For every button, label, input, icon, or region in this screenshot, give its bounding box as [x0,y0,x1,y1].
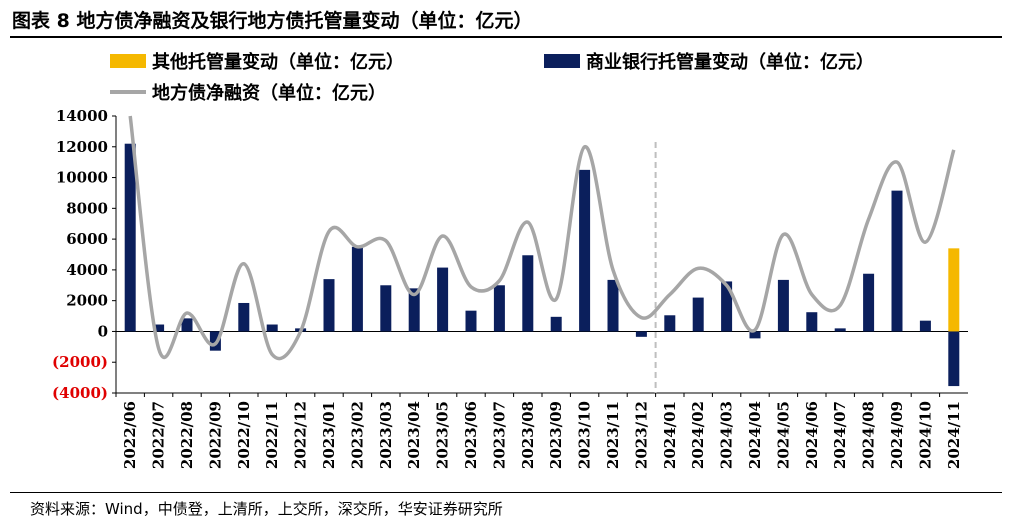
x-tick-label: 2023/09 [547,401,565,469]
x-tick-label: 2023/02 [348,401,366,469]
bar-bank [664,315,676,332]
x-tick-label: 2023/06 [462,401,480,469]
bar-bank [579,169,591,332]
y-tick-label: 0 [98,322,108,340]
bar-bank [635,331,647,337]
bar-bank [323,279,335,332]
legend-label-net: 地方债净融资（单位：亿元） [152,82,386,104]
bar-bank [351,246,363,332]
bar-other [948,248,960,332]
bar-bank [550,316,562,332]
x-tick-label: 2023/10 [576,401,594,469]
x-tick-label: 2024/10 [916,401,934,469]
bar-bank [124,143,136,332]
y-tick-label: 8000 [66,199,108,217]
x-tick-label: 2023/03 [377,401,395,469]
bar-bank [238,302,250,332]
bar-bank [692,297,704,332]
x-tick-label: 2022/08 [178,401,196,469]
chart-canvas: 其他托管量变动（单位：亿元） 商业银行托管量变动（单位：亿元） 地方债净融资（单… [52,51,968,469]
bar-bank [266,324,278,332]
bar-bank [493,285,505,332]
x-tick-label: 2023/07 [490,401,508,469]
source-note: 资料来源：Wind，中债登，上清所，上交所，深交所，华安证券研究所 [30,500,503,518]
source-rule [10,492,1002,493]
legend-label-bank: 商业银行托管量变动（单位：亿元） [586,51,874,73]
y-tick-label: 12000 [56,138,108,156]
y-tick-label: 2000 [66,292,108,310]
title-rule [10,36,1002,38]
bar-bank [607,279,619,332]
x-tick-label: 2024/09 [888,401,906,469]
bar-bank [153,324,165,332]
x-tick-label: 2024/01 [661,401,679,469]
bar-bank [522,255,534,332]
x-tick-label: 2023/12 [632,401,650,469]
legend: 其他托管量变动（单位：亿元） 商业银行托管量变动（单位：亿元） 地方债净融资（单… [110,51,874,104]
x-tick-label: 2024/04 [746,401,764,469]
line-series [128,115,956,361]
x-tick-label: 2023/08 [519,401,537,469]
bar-bank [891,190,903,332]
bar-bank [806,312,818,332]
x-tick-label: 2024/11 [945,401,963,469]
y-tick-label: 14000 [56,107,108,125]
x-tick-label: 2022/11 [263,401,281,469]
x-tick-label: 2024/08 [860,401,878,469]
x-tick-label: 2023/04 [405,401,423,469]
x-tick-label: 2022/10 [235,401,253,469]
bar-bank [777,279,789,332]
bar-bank [948,331,960,387]
line-net-financing [128,115,956,361]
bar-bank [721,281,733,332]
chart-title: 图表 8 地方债净融资及银行地方债托管量变动（单位：亿元） [12,10,533,32]
x-tick-label: 2023/01 [320,401,338,469]
y-tick-label: 10000 [56,169,108,187]
x-tick-label: 2022/07 [150,401,168,469]
x-tick-label: 2024/02 [689,401,707,469]
y-tick-label: 6000 [66,230,108,248]
x-tick-label: 2024/03 [718,401,736,469]
x-axis: 2022/06 2022/07 2022/08 2022/09 2022/10 2022/… [115,142,968,469]
bar-bank [465,310,477,332]
bar-bank [408,288,420,332]
legend-swatch-bank [544,54,580,68]
bar-bank [749,331,761,339]
x-tick-label: 2024/06 [803,401,821,469]
x-tick-label: 2022/12 [292,401,310,469]
legend-swatch-other [110,54,146,68]
y-tick-label: 4000 [66,261,108,279]
y-axis: 14000 12000 10000 8000 6000 4000 2000 0 (2000) (4… [52,107,117,402]
bar-bank [181,318,193,332]
legend-label-other: 其他托管量变动（单位：亿元） [152,51,404,73]
y-tick-label: (2000) [52,353,108,371]
x-tick-label: 2022/06 [121,401,139,469]
y-tick-label: (4000) [52,384,108,402]
bar-bank [834,328,846,332]
x-tick-label: 2024/05 [774,401,792,469]
x-tick-label: 2022/09 [206,401,224,469]
x-tick-label: 2023/05 [434,401,452,469]
bar-bank [919,320,931,332]
bar-bank [380,285,392,332]
bar-bank [863,273,875,332]
bar-series [124,143,960,387]
x-tick-label: 2023/11 [604,401,622,469]
x-tick-label: 2024/07 [831,401,849,469]
bar-bank [437,267,449,332]
